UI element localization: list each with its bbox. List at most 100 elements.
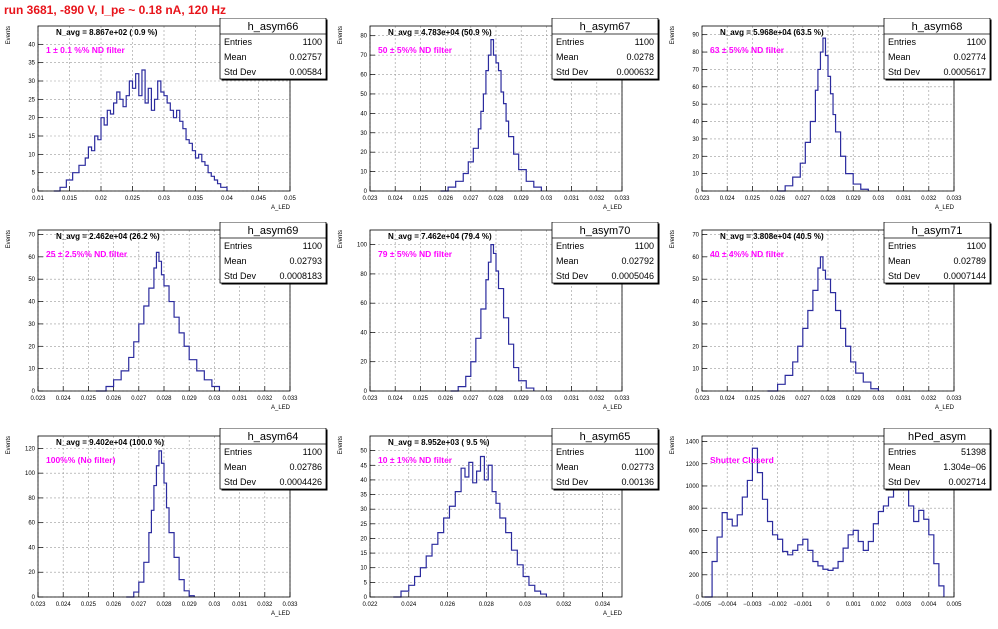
y-tick-label: 1400 bbox=[686, 440, 700, 446]
x-tick-label: 0.023 bbox=[694, 396, 710, 402]
stats-value: 0.02793 bbox=[289, 256, 322, 266]
navg-label: N_avg = 4.783e+04 (50.9 %) bbox=[388, 28, 492, 37]
x-tick-label: 0.028 bbox=[479, 602, 495, 608]
y-axis-label: Events bbox=[338, 26, 344, 44]
x-tick-label: 0.03 bbox=[519, 602, 531, 608]
histogram-panel-h-asym68: 0.023 0.024 0.025 0.026 0.027 0.028 0.029 0.03 0… bbox=[664, 17, 994, 218]
x-axis-label: A_LED bbox=[271, 405, 291, 411]
y-axis-label: Events bbox=[670, 26, 676, 44]
y-tick-label: 30 bbox=[28, 79, 35, 85]
stats-value: 1100 bbox=[635, 37, 654, 47]
x-tick-label: 0.026 bbox=[106, 396, 122, 402]
y-axis-label: Events bbox=[6, 230, 12, 248]
stats-label: Entries bbox=[224, 447, 253, 457]
stats-label: Entries bbox=[224, 37, 253, 47]
histogram-svg: 0.022 0.024 0.026 0.028 0.03 0.032 0.034 0 5 10 15… bbox=[338, 427, 660, 617]
stats-box-frame bbox=[219, 17, 327, 80]
stats-value: 0.0007144 bbox=[943, 271, 986, 281]
x-tick-label: 0.01 bbox=[32, 196, 44, 202]
histogram-line bbox=[767, 256, 879, 392]
plot-frame bbox=[37, 435, 291, 598]
y-tick-label: 70 bbox=[28, 232, 35, 238]
x-tick-label: 0.028 bbox=[820, 196, 836, 202]
y-axis-label: Events bbox=[6, 436, 12, 454]
y-tick-label: 20 bbox=[28, 570, 35, 576]
x-tick-label: 0.025 bbox=[745, 396, 761, 402]
navg-label: N_avg = 3.808e+04 (40.5 %) bbox=[720, 232, 824, 241]
x-tick-label: 0.03 bbox=[158, 196, 170, 202]
y-tick-label: 400 bbox=[689, 551, 700, 557]
y-tick-label: 40 bbox=[360, 478, 367, 484]
y-tick-label: 80 bbox=[692, 50, 699, 56]
x-tick-label: 0.029 bbox=[846, 396, 862, 402]
stats-box-title: h_asym70 bbox=[580, 225, 631, 237]
x-tick-label: 0.028 bbox=[820, 396, 836, 402]
x-tick-label: 0.03 bbox=[541, 396, 553, 402]
stats-label: Std Dev bbox=[224, 271, 257, 281]
y-tick-label: 20 bbox=[692, 154, 699, 160]
x-tick-label: 0.029 bbox=[514, 196, 530, 202]
x-tick-label: 0.031 bbox=[896, 396, 912, 402]
histogram-svg: 0.023 0.024 0.025 0.026 0.027 0.028 0.029 0.03 0… bbox=[6, 221, 328, 411]
y-tick-label: 10 bbox=[28, 367, 35, 373]
stats-label: Std Dev bbox=[888, 67, 921, 77]
stats-value: 0.02786 bbox=[289, 462, 322, 472]
stats-value: 0.0008183 bbox=[279, 271, 322, 281]
histogram-svg: 0.01 0.015 0.02 0.025 0.03 0.035 0.04 0.045 0.05… bbox=[6, 17, 328, 211]
stats-box: h_asym65 Entries 1100 Mean 0.02773 Std Dev 0.0… bbox=[551, 427, 660, 491]
y-tick-label: 30 bbox=[692, 137, 699, 143]
filter-annotation: 10 ± 1%% ND filter bbox=[378, 455, 453, 465]
x-tick-label: 0.026 bbox=[440, 602, 456, 608]
stats-label: Mean bbox=[888, 462, 911, 472]
x-tick-label: −0.005 bbox=[693, 602, 712, 608]
x-tick-label: 0.031 bbox=[564, 196, 580, 202]
stats-value: 0.000632 bbox=[616, 67, 654, 77]
stats-label: Mean bbox=[888, 256, 911, 266]
histogram-svg: 0.023 0.024 0.025 0.026 0.027 0.028 0.029 0.03 0… bbox=[670, 221, 992, 411]
plot-frame bbox=[369, 435, 623, 598]
stats-label: Entries bbox=[556, 447, 585, 457]
histogram-panel-h-asym71: 0.023 0.024 0.025 0.026 0.027 0.028 0.029 0.03 0… bbox=[664, 221, 994, 418]
x-tick-label: 0.045 bbox=[251, 196, 267, 202]
y-tick-label: 80 bbox=[360, 272, 367, 278]
stats-label: Mean bbox=[224, 52, 247, 62]
stats-label: Entries bbox=[224, 241, 253, 251]
x-tick-label: 0.032 bbox=[921, 396, 937, 402]
x-tick-label: 0.015 bbox=[62, 196, 78, 202]
y-tick-label: 0 bbox=[364, 389, 368, 395]
y-tick-label: 20 bbox=[360, 536, 367, 542]
x-tick-label: −0.002 bbox=[768, 602, 787, 608]
x-tick-label: 0.024 bbox=[720, 196, 736, 202]
x-tick-label: 0.023 bbox=[694, 196, 710, 202]
plot-frame bbox=[369, 25, 623, 192]
y-tick-label: 80 bbox=[360, 34, 367, 40]
y-tick-label: 70 bbox=[692, 67, 699, 73]
filter-annotation: 40 ± 4%% ND filter bbox=[710, 249, 785, 259]
histogram-line bbox=[450, 244, 535, 392]
histogram-line bbox=[95, 251, 221, 392]
x-tick-label: 0.029 bbox=[514, 396, 530, 402]
y-tick-label: 30 bbox=[28, 322, 35, 328]
x-tick-label: 0.001 bbox=[846, 602, 862, 608]
histogram-panel-h-asym65: 0.022 0.024 0.026 0.028 0.03 0.032 0.034 0 5 10 15… bbox=[332, 427, 662, 624]
stats-box: h_asym64 Entries 1100 Mean 0.02786 Std Dev 0.0… bbox=[219, 427, 328, 491]
stats-value: 0.0278 bbox=[626, 52, 654, 62]
x-tick-label: 0.031 bbox=[232, 602, 248, 608]
x-tick-label: 0.032 bbox=[556, 602, 572, 608]
x-axis-label: A_LED bbox=[603, 611, 623, 617]
navg-label: N_avg = 5.968e+04 (63.5 %) bbox=[720, 28, 824, 37]
histogram-line bbox=[393, 455, 547, 598]
stats-label: Entries bbox=[888, 37, 917, 47]
x-tick-label: 0.029 bbox=[182, 602, 198, 608]
navg-label: N_avg = 2.462e+04 (26.2 %) bbox=[56, 232, 160, 241]
filter-annotation: Shutter Closerd bbox=[710, 455, 774, 465]
stats-box: h_asym69 Entries 1100 Mean 0.02793 Std Dev 0.0… bbox=[219, 221, 328, 285]
y-tick-label: 1000 bbox=[686, 484, 700, 490]
x-tick-label: 0.028 bbox=[488, 396, 504, 402]
stats-label: Mean bbox=[556, 462, 579, 472]
plot-frame bbox=[701, 229, 955, 392]
plot-frame bbox=[701, 25, 955, 192]
stats-value: 1100 bbox=[303, 241, 322, 251]
histogram-panel-h-asym67: 0.023 0.024 0.025 0.026 0.027 0.028 0.029 0.03 0… bbox=[332, 17, 662, 218]
x-tick-label: 0.027 bbox=[795, 196, 811, 202]
